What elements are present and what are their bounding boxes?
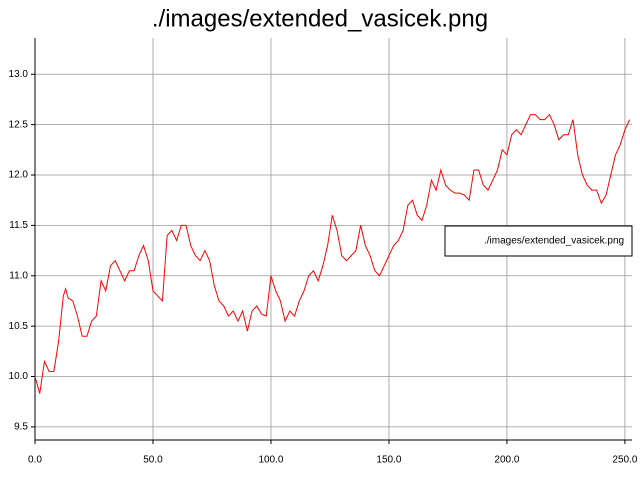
x-tick-label: 100.0 — [258, 455, 283, 466]
y-tick-label: 12.5 — [9, 119, 29, 130]
line — [34, 113, 631, 394]
y-tick-label: 11.5 — [9, 220, 28, 231]
y-tick-label: 12.0 — [9, 170, 29, 181]
x-tick-label: 50.0 — [143, 455, 163, 466]
x-tick-label: 0.0 — [28, 455, 42, 466]
y-tick-label: 10.5 — [9, 321, 29, 332]
x-tick-label: 150.0 — [376, 455, 401, 466]
y-tick-label: 13.0 — [9, 69, 29, 80]
y-tick-label: 9.5 — [14, 422, 28, 433]
x-tick-label: 200.0 — [494, 455, 519, 466]
y-tick-label: 11.0 — [9, 270, 28, 281]
chart-title: ./images/extended_vasicek.png — [152, 5, 488, 32]
y-tick-label: 10.0 — [9, 371, 29, 382]
x-tick-label: 250.0 — [612, 455, 637, 466]
legend-box — [444, 225, 633, 257]
legend-label: ./images/extended_vasicek.png — [484, 236, 624, 247]
